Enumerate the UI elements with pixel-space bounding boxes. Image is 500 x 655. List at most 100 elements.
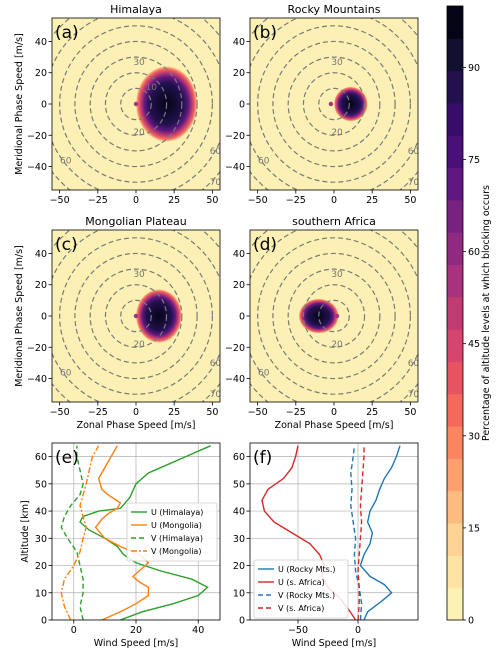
colorbar-tick-label: 90 xyxy=(468,63,480,74)
contour-line xyxy=(272,252,396,380)
y-tick-label: 20 xyxy=(233,280,245,291)
x-tick-label: −50 xyxy=(50,407,70,418)
contour-label: 20 xyxy=(331,128,343,138)
contour-line xyxy=(287,268,381,364)
contour-label: 60 xyxy=(408,359,420,369)
y-tick-label: −40 xyxy=(225,374,245,385)
colorbar-band xyxy=(447,38,463,72)
y-tick-label: 30 xyxy=(233,534,245,545)
colorbar-band xyxy=(447,426,463,459)
legend-entry: U (Himalaya) xyxy=(151,508,203,517)
colorbar-band xyxy=(447,264,463,298)
colorbar-band xyxy=(447,393,463,427)
series-line-0 xyxy=(79,445,211,620)
panel-title: Mongolian Plateau xyxy=(85,215,186,228)
legend: U (Rocky Mts.) U (s. Africa) V (Rocky Mts.… xyxy=(253,559,349,619)
contour-line xyxy=(318,299,350,333)
x-tick-label: 0 xyxy=(331,407,337,418)
y-tick-label: −20 xyxy=(225,131,245,142)
y-tick-label: 40 xyxy=(233,249,245,260)
legend-entry: U (Rocky Mts.) xyxy=(278,565,336,574)
contour-line xyxy=(104,72,168,136)
contour-line xyxy=(287,56,381,152)
contour-label: 60 xyxy=(60,156,72,166)
contour-line xyxy=(318,87,350,121)
contour-label: 20 xyxy=(331,340,343,350)
colorbar-band xyxy=(447,555,463,589)
y-tick-label: 0 xyxy=(41,616,47,627)
series-line-1 xyxy=(94,445,150,620)
legend-box xyxy=(253,559,349,619)
y-tick-label: −40 xyxy=(27,162,47,173)
y-tick-label: 10 xyxy=(233,588,245,599)
contour-label: 20 xyxy=(133,128,145,138)
legend-entry: U (Mongolia) xyxy=(151,521,202,530)
x-tick-label: 25 xyxy=(168,407,180,418)
y-tick-label: 40 xyxy=(35,249,47,260)
legend-entry: U (s. Africa) xyxy=(278,578,325,587)
x-tick-label: 0 xyxy=(355,625,361,636)
panel-a: 30 20 10 60 60 70 −50 −25 0 25 50 −40 −20 0 20 40 (a) Him… xyxy=(14,3,222,206)
contour-line xyxy=(257,25,411,183)
contour-label: 30 xyxy=(133,270,145,280)
colorbar-band xyxy=(447,135,463,169)
legend-entry: V (Himalaya) xyxy=(151,534,203,543)
colorbar-label: Percentage of altitude levels at which b… xyxy=(481,185,492,441)
x-axis-label: Wind Speed [m/s] xyxy=(292,638,377,649)
colorbar: 0 15 30 45 60 75 90 Percentage of altitude lev… xyxy=(446,5,492,627)
blocking-core xyxy=(133,101,139,107)
series-line-2 xyxy=(60,445,84,620)
contour-label: 30 xyxy=(331,270,343,280)
x-tick-label: −50 xyxy=(248,407,268,418)
panel-e: U (Himalaya) U (Mongolia) V (Himalaya) V (M… xyxy=(20,442,221,649)
x-tick-label: 0 xyxy=(133,195,139,206)
blocking-core xyxy=(328,101,334,107)
colorbar-frame xyxy=(446,5,464,621)
plot-area: 30 20 60 60 70 xyxy=(250,18,420,190)
colorbar-tick-label: 60 xyxy=(468,247,480,258)
contour-label: 70 xyxy=(210,178,222,188)
blocking-region xyxy=(136,289,182,343)
y-tick-label: −40 xyxy=(27,374,47,385)
axes-frame xyxy=(249,442,419,621)
y-axis-label: Meridional Phase Speed [m/s] xyxy=(14,33,25,175)
contour-line xyxy=(89,56,183,152)
series-line-0 xyxy=(359,445,401,620)
colorbar-tick-label: 15 xyxy=(468,523,480,534)
contour-label: 60 xyxy=(408,147,420,157)
contour-line xyxy=(302,72,366,136)
blocking-region xyxy=(334,86,368,122)
x-tick-label: 0 xyxy=(71,625,77,636)
y-tick-label: 30 xyxy=(35,534,47,545)
contour-label: 60 xyxy=(210,147,222,157)
legend-entry: V (s. Africa) xyxy=(278,604,324,613)
x-axis-label: Wind Speed [m/s] xyxy=(94,638,179,649)
x-tick-label: 25 xyxy=(366,407,378,418)
series-line-3 xyxy=(357,445,365,620)
contour-label: 20 xyxy=(133,340,145,350)
panel-label: (c) xyxy=(55,235,78,255)
plot-area: 30 20 60 60 70 xyxy=(52,230,220,402)
x-tick-label: −25 xyxy=(286,195,306,206)
y-tick-label: 40 xyxy=(35,507,47,518)
y-tick-label: 0 xyxy=(41,312,47,323)
y-tick-label: 0 xyxy=(239,616,245,627)
y-tick-label: 10 xyxy=(35,588,47,599)
contour-line xyxy=(59,237,213,395)
y-tick-label: 60 xyxy=(35,452,47,463)
legend-entry: V (Rocky Mts.) xyxy=(278,591,335,600)
plot-area: 30 20 10 60 60 70 xyxy=(52,18,222,190)
contour-line xyxy=(74,40,198,168)
contour-line xyxy=(302,284,366,348)
panel-title: Himalaya xyxy=(110,3,162,16)
y-tick-label: 0 xyxy=(239,100,245,111)
y-tick-label: 20 xyxy=(233,561,245,572)
contour-label: 70 xyxy=(408,390,420,400)
colorbar-band xyxy=(447,361,463,395)
colorbar-tick-label: 30 xyxy=(468,431,480,442)
x-axis-label: Zonal Phase Speed [m/s] xyxy=(275,420,394,431)
contour-label: 70 xyxy=(408,178,420,188)
contour-line xyxy=(74,252,198,380)
colorbar-band xyxy=(447,70,463,104)
y-tick-label: 20 xyxy=(35,561,47,572)
